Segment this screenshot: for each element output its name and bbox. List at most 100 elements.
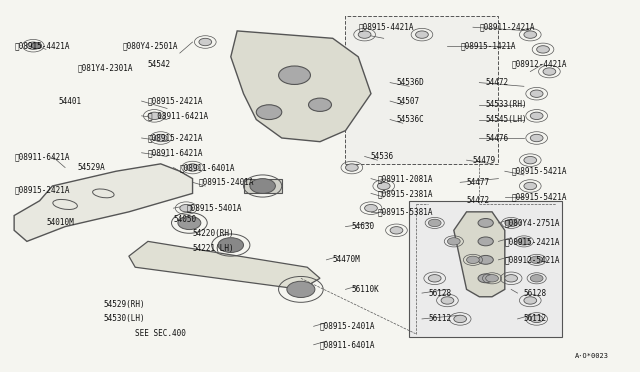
Text: ⓜ08915-2401A: ⓜ08915-2401A — [199, 178, 255, 187]
Text: 54529(RH): 54529(RH) — [103, 300, 145, 309]
Circle shape — [250, 179, 275, 193]
Circle shape — [415, 31, 428, 38]
Circle shape — [524, 157, 537, 164]
Text: Ⓝ08911-2081A: Ⓝ08911-2081A — [378, 174, 433, 183]
Text: Ⓝ08911-6421A: Ⓝ08911-6421A — [14, 152, 70, 161]
Text: SEE SEC.400: SEE SEC.400 — [135, 329, 186, 338]
Polygon shape — [244, 179, 282, 193]
Text: ⓜ08915-5381A: ⓜ08915-5381A — [378, 207, 433, 217]
Circle shape — [278, 66, 310, 84]
Circle shape — [308, 98, 332, 112]
Text: 54010M: 54010M — [46, 218, 74, 227]
Text: ⓜ08915-2421A: ⓜ08915-2421A — [148, 97, 204, 106]
Circle shape — [543, 68, 556, 75]
Circle shape — [148, 112, 161, 119]
Text: Ⓝ08912-4421A: Ⓝ08912-4421A — [511, 60, 566, 69]
Circle shape — [454, 315, 467, 323]
Text: 54472: 54472 — [486, 78, 509, 87]
Circle shape — [531, 134, 543, 142]
Text: ⓜ08915-5421A: ⓜ08915-5421A — [511, 167, 566, 176]
Circle shape — [531, 315, 543, 323]
Text: 54536C: 54536C — [396, 115, 424, 124]
Text: 54530(LH): 54530(LH) — [103, 314, 145, 323]
Text: 54220(RH): 54220(RH) — [193, 230, 234, 238]
Circle shape — [531, 275, 543, 282]
FancyBboxPatch shape — [346, 16, 499, 164]
Text: 54221(LH): 54221(LH) — [193, 244, 234, 253]
Text: Ⓝ08911-6421A: Ⓝ08911-6421A — [148, 148, 204, 157]
Text: ⓜ08915-4421A: ⓜ08915-4421A — [358, 23, 413, 32]
Circle shape — [478, 237, 493, 246]
Polygon shape — [231, 31, 371, 142]
Circle shape — [346, 164, 358, 171]
Circle shape — [486, 275, 499, 282]
Circle shape — [505, 219, 518, 227]
Text: Ⓥ08915-4421A: Ⓥ08915-4421A — [14, 41, 70, 50]
Circle shape — [524, 31, 537, 38]
FancyBboxPatch shape — [409, 201, 562, 337]
Circle shape — [441, 297, 454, 304]
Circle shape — [505, 275, 518, 282]
Text: ⓜ08915-2401A: ⓜ08915-2401A — [320, 322, 376, 331]
Text: ⓜ08915-5401A: ⓜ08915-5401A — [186, 203, 242, 213]
Text: Ⓝ 08911-6421A: Ⓝ 08911-6421A — [148, 111, 208, 121]
Text: Ⓓ080Y4-2501A: Ⓓ080Y4-2501A — [122, 41, 178, 50]
Text: ⓜ08915-2421A: ⓜ08915-2421A — [505, 237, 560, 246]
Circle shape — [467, 256, 479, 263]
Circle shape — [478, 218, 493, 227]
Text: A·O*0023: A·O*0023 — [575, 353, 609, 359]
Circle shape — [531, 112, 543, 119]
Text: 54472: 54472 — [467, 196, 490, 205]
Circle shape — [199, 38, 212, 46]
Text: ⓜ08915-2421A: ⓜ08915-2421A — [148, 134, 204, 142]
Polygon shape — [129, 241, 320, 289]
Text: 54536: 54536 — [371, 152, 394, 161]
Text: Ⓝ08915-1421A: Ⓝ08915-1421A — [460, 41, 516, 50]
Text: 54507: 54507 — [396, 97, 420, 106]
Circle shape — [256, 105, 282, 119]
Text: 56128: 56128 — [428, 289, 451, 298]
Text: Ⓓ080Y4-2751A: Ⓓ080Y4-2751A — [505, 218, 560, 227]
Text: 54542: 54542 — [148, 60, 171, 69]
Text: Ⓓ081Y4-2301A: Ⓓ081Y4-2301A — [78, 63, 133, 72]
Text: 56112: 56112 — [524, 314, 547, 323]
Circle shape — [428, 275, 441, 282]
Text: 54630: 54630 — [352, 222, 375, 231]
Circle shape — [518, 238, 531, 245]
Text: 54533(RH): 54533(RH) — [486, 100, 527, 109]
Text: ⓜ08915-2421A: ⓜ08915-2421A — [14, 185, 70, 194]
Text: 54479: 54479 — [473, 155, 496, 165]
Circle shape — [27, 42, 40, 49]
Circle shape — [390, 227, 403, 234]
Polygon shape — [454, 212, 505, 297]
Text: 54477: 54477 — [467, 178, 490, 187]
Text: 54476: 54476 — [486, 134, 509, 142]
Text: 54470M: 54470M — [333, 255, 360, 264]
Text: Ⓝ08911-6401A: Ⓝ08911-6401A — [180, 163, 236, 172]
Circle shape — [358, 31, 371, 38]
Circle shape — [378, 182, 390, 190]
Text: ⓜ08915-5421A: ⓜ08915-5421A — [511, 193, 566, 202]
Text: 54529A: 54529A — [78, 163, 106, 172]
Text: 54545(LH): 54545(LH) — [486, 115, 527, 124]
Circle shape — [178, 216, 201, 230]
Polygon shape — [14, 164, 193, 241]
Text: Ⓝ08912-5421A: Ⓝ08912-5421A — [505, 255, 560, 264]
Circle shape — [524, 182, 537, 190]
Text: 56110K: 56110K — [352, 285, 380, 294]
Circle shape — [478, 274, 493, 283]
Circle shape — [531, 256, 543, 263]
Circle shape — [478, 256, 493, 264]
Circle shape — [537, 46, 549, 53]
Circle shape — [154, 134, 167, 142]
Text: ⓜ08915-2381A: ⓜ08915-2381A — [378, 189, 433, 198]
Text: 54050: 54050 — [173, 215, 196, 224]
Circle shape — [180, 205, 193, 212]
Circle shape — [365, 205, 378, 212]
Circle shape — [447, 238, 460, 245]
Text: 56112: 56112 — [428, 314, 451, 323]
Text: 54536D: 54536D — [396, 78, 424, 87]
Circle shape — [428, 219, 441, 227]
Circle shape — [287, 281, 315, 298]
Text: 56128: 56128 — [524, 289, 547, 298]
